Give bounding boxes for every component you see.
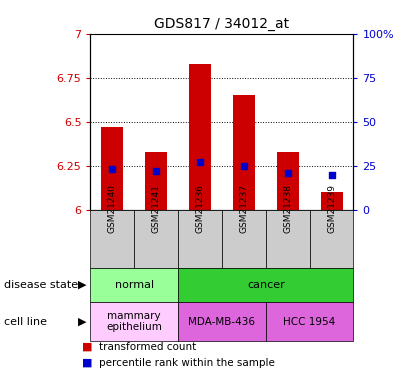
Text: GSM21237: GSM21237 xyxy=(239,184,248,233)
Point xyxy=(153,168,159,174)
Text: ▶: ▶ xyxy=(78,280,86,290)
Point xyxy=(109,166,115,172)
Point xyxy=(328,172,335,178)
Point xyxy=(284,170,291,176)
Text: ■: ■ xyxy=(82,358,93,368)
Text: normal: normal xyxy=(115,280,154,290)
Text: ▶: ▶ xyxy=(78,316,86,327)
Title: GDS817 / 34012_at: GDS817 / 34012_at xyxy=(155,17,289,32)
Bar xyxy=(189,64,211,210)
Text: GSM21236: GSM21236 xyxy=(196,184,205,233)
Text: mammary
epithelium: mammary epithelium xyxy=(106,311,162,332)
Text: GSM21241: GSM21241 xyxy=(152,184,161,233)
Text: percentile rank within the sample: percentile rank within the sample xyxy=(99,358,275,368)
Text: HCC 1954: HCC 1954 xyxy=(284,316,336,327)
Point xyxy=(240,163,247,169)
Text: cancer: cancer xyxy=(247,280,285,290)
Bar xyxy=(321,192,342,210)
Point xyxy=(197,159,203,165)
Text: transformed count: transformed count xyxy=(99,342,196,352)
Text: MDA-MB-436: MDA-MB-436 xyxy=(188,316,256,327)
Text: cell line: cell line xyxy=(4,316,47,327)
Text: GSM21239: GSM21239 xyxy=(327,184,336,233)
Bar xyxy=(233,96,255,210)
Text: GSM21238: GSM21238 xyxy=(283,184,292,233)
Text: disease state: disease state xyxy=(4,280,78,290)
Text: ■: ■ xyxy=(82,342,93,352)
Bar xyxy=(277,152,299,210)
Bar xyxy=(145,152,167,210)
Text: GSM21240: GSM21240 xyxy=(108,184,117,233)
Bar xyxy=(102,127,123,210)
